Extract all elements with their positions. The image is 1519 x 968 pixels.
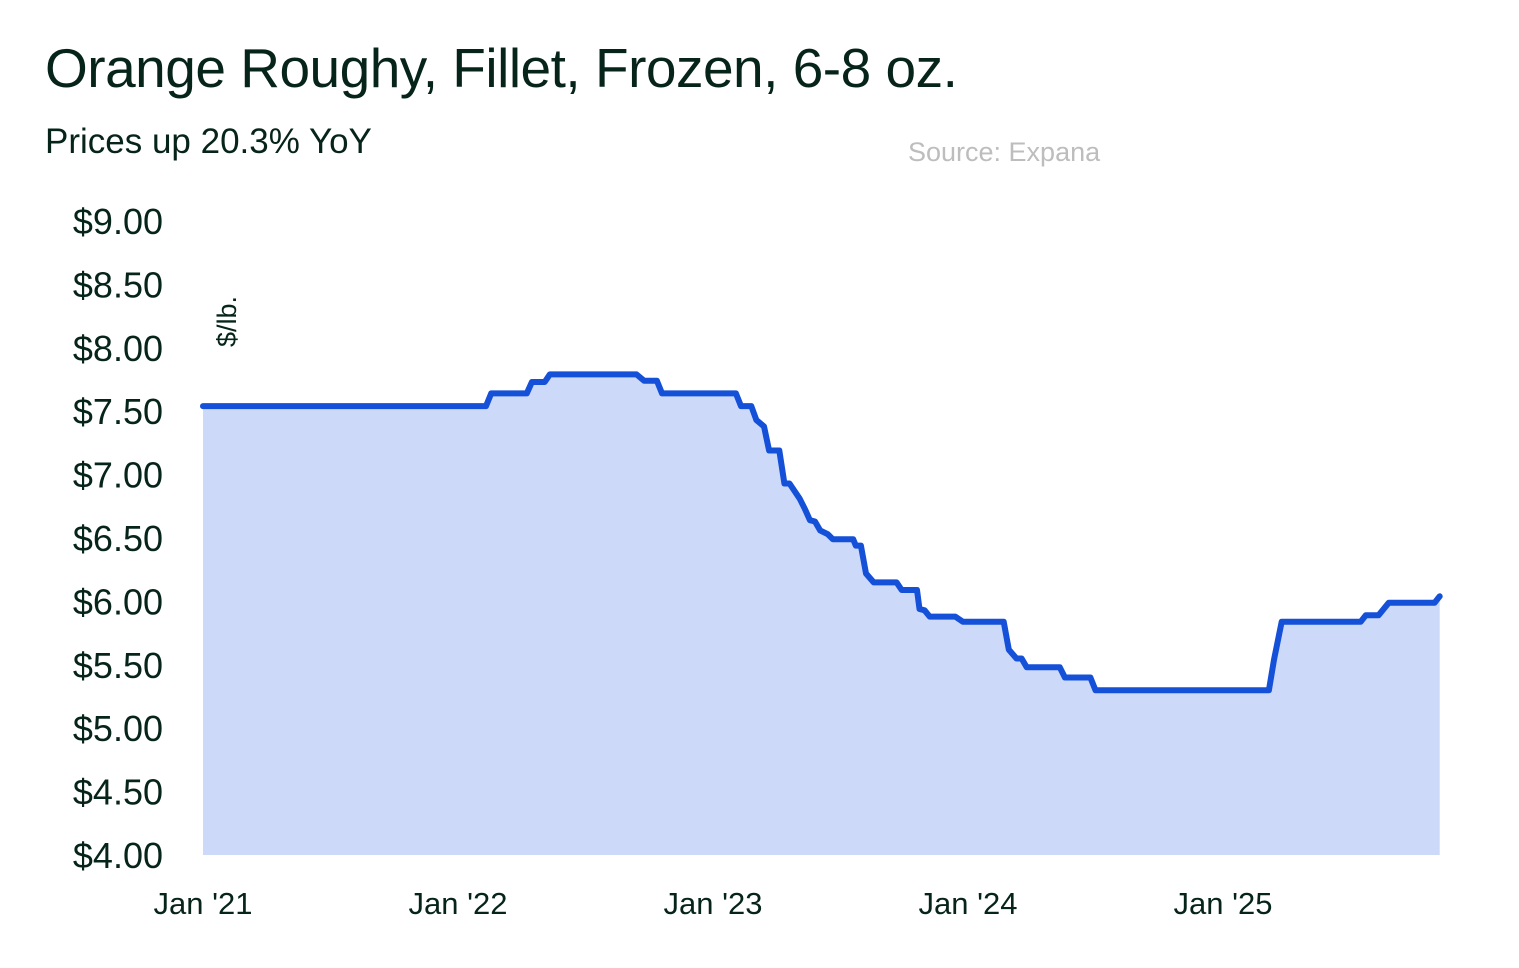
y-tick-label: $4.50 [73, 772, 163, 813]
y-tick-label: $8.50 [73, 264, 163, 305]
x-tick-label: Jan '25 [1174, 886, 1273, 921]
x-tick-label: Jan '22 [409, 886, 508, 921]
y-tick-label: $9.00 [73, 201, 163, 242]
x-axis-ticks: Jan '21 Jan '22 Jan '23 Jan '24 Jan '25 [154, 886, 1273, 921]
y-tick-label: $5.50 [73, 645, 163, 686]
y-axis-label: $/lb. [212, 296, 242, 347]
y-tick-label: $8.00 [73, 328, 163, 369]
chart-source: Source: Expana [908, 137, 1101, 167]
x-tick-label: Jan '23 [664, 886, 763, 921]
y-tick-label: $4.00 [73, 835, 163, 876]
y-tick-label: $7.50 [73, 391, 163, 432]
y-tick-label: $7.00 [73, 455, 163, 496]
x-tick-label: Jan '21 [154, 886, 253, 921]
y-tick-label: $6.00 [73, 581, 163, 622]
chart-title: Orange Roughy, Fillet, Frozen, 6-8 oz. [45, 37, 958, 99]
y-tick-label: $5.00 [73, 708, 163, 749]
y-tick-label: $6.50 [73, 518, 163, 559]
chart-subtitle: Prices up 20.3% YoY [45, 122, 372, 161]
x-tick-label: Jan '24 [919, 886, 1018, 921]
price-line [200, 371, 1443, 694]
y-axis-ticks: $4.00 $4.50 $5.00 $5.50 $6.00 $6.50 $7.00 $7.50… [73, 201, 163, 876]
price-area-fill [203, 374, 1440, 855]
